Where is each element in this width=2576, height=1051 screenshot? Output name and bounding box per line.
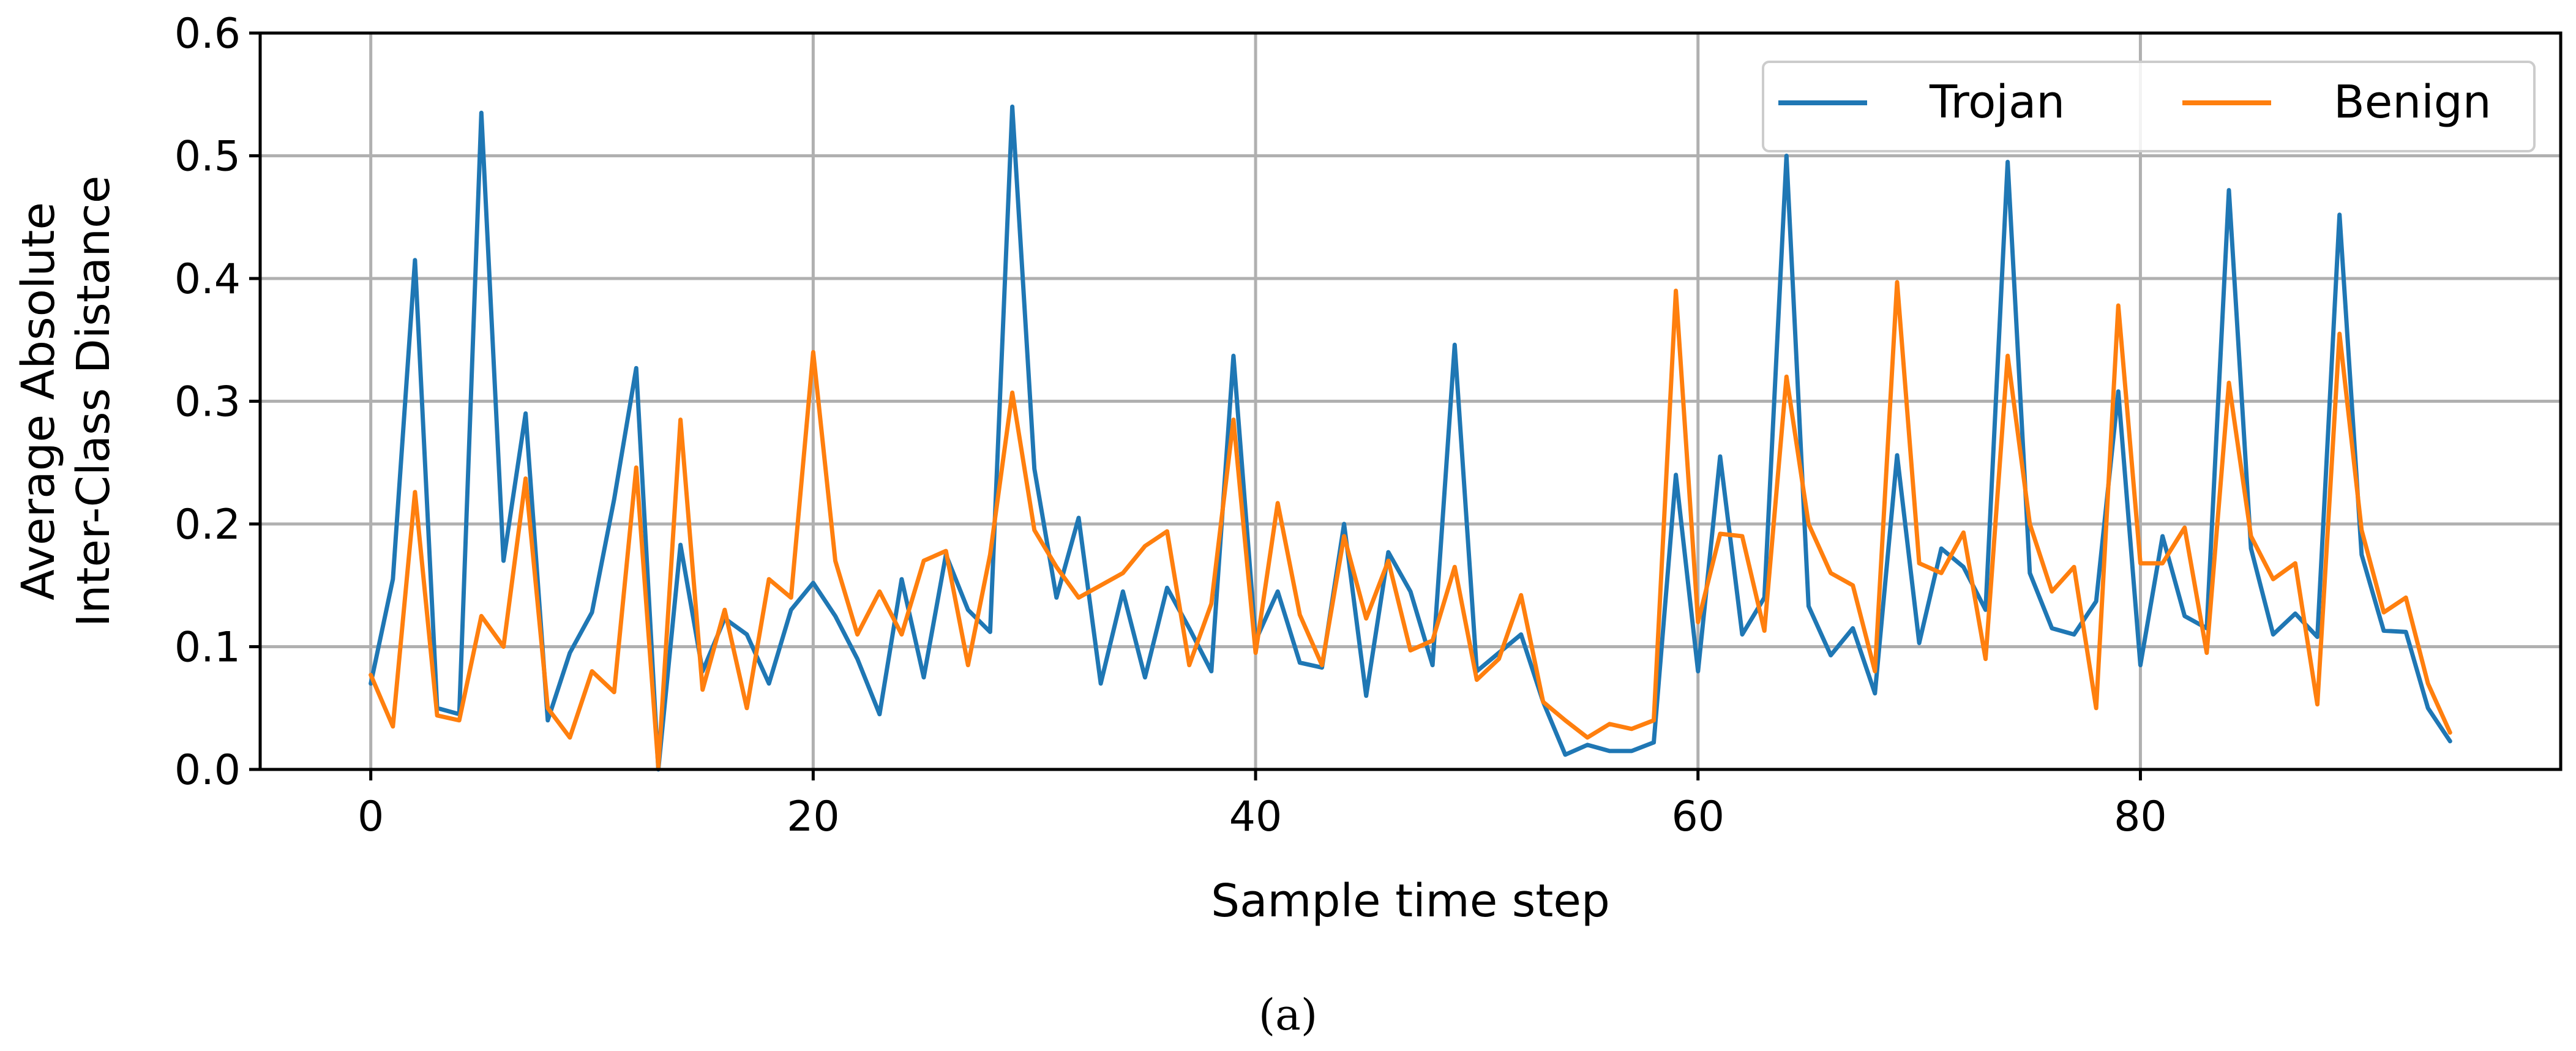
x-axis-label: Sample time step	[1211, 875, 1610, 927]
legend-label-trojan: Trojan	[1929, 76, 2065, 129]
x-tick-label: 80	[2114, 793, 2167, 841]
series-line-benign	[369, 280, 2452, 769]
y-axis: 0.0 0.1 0.2 0.3 0.4 0.5 0.6	[174, 10, 260, 795]
y-tick-label: 0.1	[174, 624, 241, 672]
legend-box	[1762, 61, 2536, 152]
y-tick-label: 0.4	[174, 255, 241, 304]
x-tick-label: 20	[787, 793, 840, 841]
x-tick-label: 60	[1671, 793, 1724, 841]
series-lines	[369, 104, 2452, 772]
legend: Trojan Benign	[1762, 61, 2536, 152]
y-axis-label-line-2: Inter-Class Distance	[67, 176, 120, 627]
y-axis-label-line-1: Average Absolute	[12, 202, 65, 600]
y-tick-label: 0.0	[174, 746, 241, 795]
y-tick-label: 0.5	[174, 133, 241, 181]
y-tick-label: 0.6	[174, 10, 241, 58]
legend-label-benign: Benign	[2334, 76, 2492, 129]
y-axis-label: Average Absolute Inter-Class Distance	[12, 176, 120, 627]
x-tick-label: 0	[358, 793, 384, 841]
x-tick-label: 40	[1229, 793, 1282, 841]
figure-caption: (a)	[1259, 990, 1317, 1040]
x-axis: 0 20 40 60 80	[358, 769, 2167, 841]
y-tick-label: 0.2	[174, 501, 241, 549]
y-tick-label: 0.3	[174, 378, 241, 427]
